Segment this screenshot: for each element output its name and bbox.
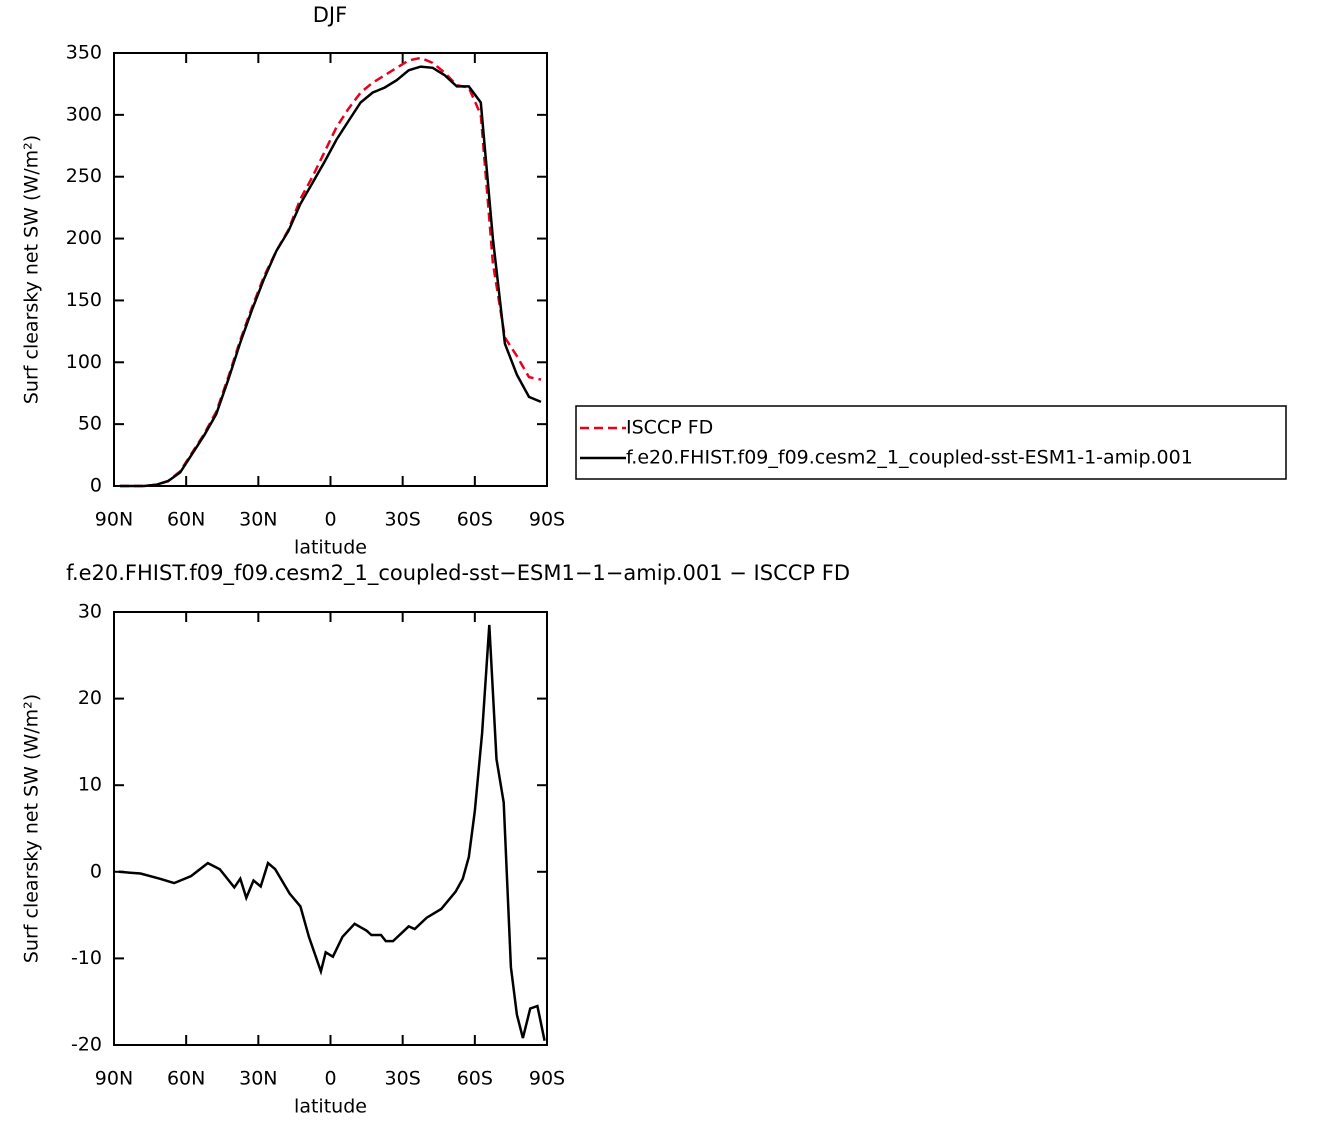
data-line bbox=[118, 624, 546, 1041]
y-axis-label: Surf clearsky net SW (W/m²) bbox=[21, 135, 43, 404]
x-tick-label: 60N bbox=[167, 509, 205, 531]
y-tick-label: 300 bbox=[66, 103, 102, 125]
data-line bbox=[120, 65, 542, 488]
x-tick-label: 30N bbox=[239, 1068, 277, 1090]
y-tick-label: 30 bbox=[78, 601, 102, 623]
x-tick-label: 90N bbox=[95, 1068, 133, 1090]
y-tick-label: -20 bbox=[71, 1034, 102, 1056]
legend-label: ISCCP FD bbox=[626, 417, 713, 439]
x-tick-label: 30N bbox=[239, 509, 277, 531]
y-tick-label: -10 bbox=[71, 947, 102, 969]
x-axis-label: latitude bbox=[294, 1096, 367, 1118]
x-tick-label: 90N bbox=[95, 509, 133, 531]
x-tick-label: 30S bbox=[385, 509, 421, 531]
legend-box bbox=[575, 405, 1287, 480]
y-axis-label: Surf clearsky net SW (W/m²) bbox=[21, 694, 43, 963]
x-tick-label: 0 bbox=[324, 509, 336, 531]
x-tick-label: 0 bbox=[324, 1068, 336, 1090]
y-tick-label: 10 bbox=[78, 774, 102, 796]
x-tick-label: 90S bbox=[529, 509, 565, 531]
y-tick-label: 250 bbox=[66, 165, 102, 187]
x-tick-label: 60N bbox=[167, 1068, 205, 1090]
x-tick-label: 60S bbox=[457, 1068, 493, 1090]
plot-frame bbox=[113, 611, 548, 1046]
plot-frame bbox=[113, 52, 548, 487]
y-tick-label: 150 bbox=[66, 289, 102, 311]
x-axis-label: latitude bbox=[294, 537, 367, 559]
y-tick-label: 0 bbox=[90, 475, 102, 497]
y-tick-label: 20 bbox=[78, 687, 102, 709]
y-tick-label: 200 bbox=[66, 227, 102, 249]
y-tick-label: 50 bbox=[78, 413, 102, 435]
x-tick-label: 90S bbox=[529, 1068, 565, 1090]
y-tick-label: 350 bbox=[66, 42, 102, 64]
y-tick-label: 0 bbox=[90, 860, 102, 882]
chart-title: f.e20.FHIST.f09_f09.cesm2_1_coupled-sst−… bbox=[66, 561, 850, 586]
x-tick-label: 30S bbox=[385, 1068, 421, 1090]
y-tick-label: 100 bbox=[66, 351, 102, 373]
x-tick-label: 60S bbox=[457, 509, 493, 531]
legend-label: f.e20.FHIST.f09_f09.cesm2_1_coupled-sst-… bbox=[626, 447, 1193, 469]
chart-title: DJF bbox=[313, 3, 347, 27]
data-line bbox=[120, 56, 542, 488]
